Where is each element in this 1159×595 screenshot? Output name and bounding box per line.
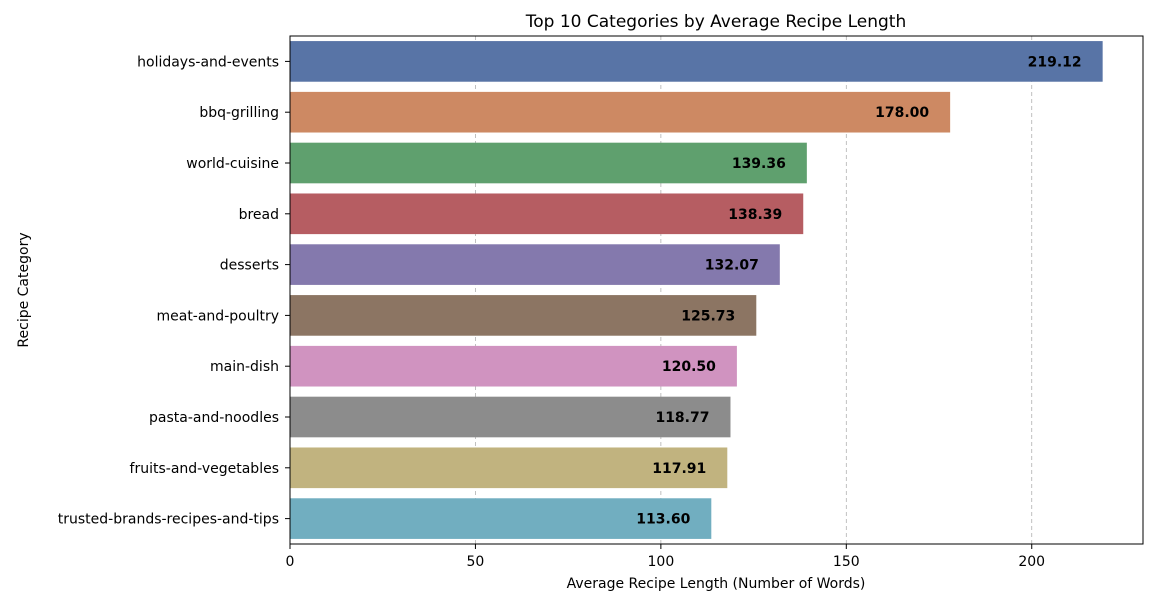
x-axis-ticks: 0 50 100 150 200 xyxy=(286,544,1045,570)
bar-bread xyxy=(290,193,804,235)
bar-value-label: 113.60 xyxy=(636,512,690,528)
y-tick-label: meat-and-poultry xyxy=(156,308,279,324)
y-axis-ticks: holidays-and-events bbq-grilling world-cui… xyxy=(58,54,290,528)
x-tick-label: 150 xyxy=(833,554,860,570)
bar-pasta-and-noodles xyxy=(290,396,731,438)
bars xyxy=(290,41,1103,539)
bar-main-dish xyxy=(290,345,737,387)
x-axis-label: Average Recipe Length (Number of Words) xyxy=(567,576,866,592)
bar-value-label: 120.50 xyxy=(662,359,716,375)
bar-world-cuisine xyxy=(290,142,807,184)
bar-fruits-and-vegetables xyxy=(290,447,728,489)
bar-desserts xyxy=(290,244,780,285)
bar-value-label: 117.91 xyxy=(652,461,706,477)
bar-value-label: 132.07 xyxy=(705,258,759,274)
bar-value-label: 138.39 xyxy=(728,207,782,223)
bar-value-label: 139.36 xyxy=(732,156,786,172)
y-tick-label: fruits-and-vegetables xyxy=(130,461,279,477)
y-tick-label: world-cuisine xyxy=(186,156,279,172)
bar-bbq-grilling xyxy=(290,91,951,133)
y-tick-label: trusted-brands-recipes-and-tips xyxy=(58,512,279,528)
bar-value-label: 125.73 xyxy=(681,308,735,324)
y-tick-label: main-dish xyxy=(210,359,279,375)
x-tick-label: 200 xyxy=(1018,554,1045,570)
bar-holidays-and-events xyxy=(290,41,1103,82)
y-tick-label: pasta-and-noodles xyxy=(149,410,279,426)
y-tick-label: holidays-and-events xyxy=(137,54,279,70)
chart-title: Top 10 Categories by Average Recipe Leng… xyxy=(525,12,907,32)
x-tick-label: 50 xyxy=(467,554,485,570)
x-tick-label: 0 xyxy=(286,554,295,570)
y-tick-label: desserts xyxy=(220,258,279,274)
y-tick-label: bread xyxy=(239,207,279,223)
bar-value-label: 219.12 xyxy=(1028,54,1082,70)
x-tick-label: 100 xyxy=(648,554,675,570)
y-tick-label: bbq-grilling xyxy=(199,105,279,121)
data-labels: 219.12 178.00 139.36 138.39 132.07 125.73 120.… xyxy=(636,54,1081,527)
bar-meat-and-poultry xyxy=(290,295,757,336)
plot-frame xyxy=(289,35,1144,545)
bar-value-label: 178.00 xyxy=(875,105,929,121)
bar-trusted-brands-recipes-and-tips xyxy=(290,498,712,539)
bar-value-label: 118.77 xyxy=(655,410,709,426)
y-axis-label: Recipe Category xyxy=(16,232,32,347)
